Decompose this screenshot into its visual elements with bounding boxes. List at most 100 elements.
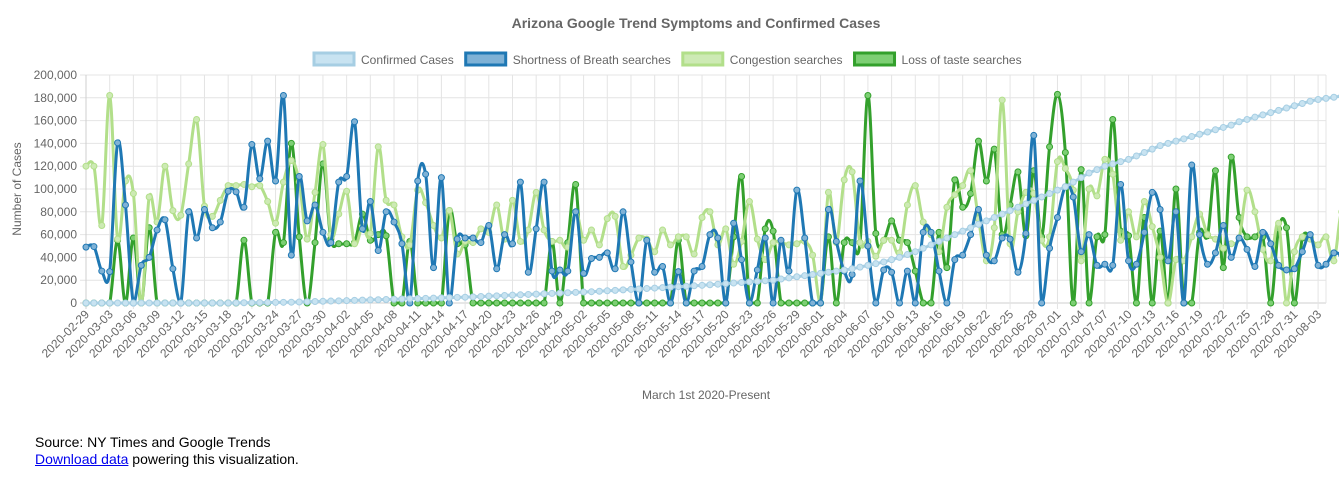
data-point bbox=[848, 271, 856, 278]
data-point bbox=[335, 178, 343, 186]
data-point bbox=[1322, 260, 1330, 268]
data-point bbox=[793, 299, 801, 307]
data-point bbox=[256, 299, 264, 307]
data-point bbox=[240, 203, 248, 211]
data-point bbox=[627, 258, 635, 266]
data-point bbox=[287, 298, 295, 306]
data-point bbox=[343, 187, 351, 195]
data-point bbox=[1109, 261, 1117, 269]
data-point bbox=[998, 96, 1006, 104]
data-point bbox=[1053, 90, 1061, 98]
data-point bbox=[493, 201, 501, 209]
download-line: Download data powering this visualizatio… bbox=[35, 451, 299, 468]
data-point bbox=[398, 295, 406, 303]
data-point bbox=[753, 235, 761, 243]
data-point bbox=[366, 296, 374, 304]
y-tick-label: 140,000 bbox=[34, 136, 78, 150]
data-point bbox=[185, 160, 193, 168]
x-axis-label: March 1st 2020-Present bbox=[642, 388, 771, 402]
data-point bbox=[1172, 185, 1180, 193]
data-point bbox=[1219, 221, 1227, 229]
data-point bbox=[406, 241, 414, 249]
data-point bbox=[445, 294, 453, 302]
data-point bbox=[319, 297, 327, 305]
data-point bbox=[864, 242, 872, 250]
y-tick-label: 60,000 bbox=[40, 228, 77, 242]
data-point bbox=[272, 219, 280, 227]
data-point bbox=[690, 282, 698, 290]
y-tick-label: 160,000 bbox=[34, 114, 78, 128]
data-point bbox=[1093, 166, 1101, 174]
data-point bbox=[137, 261, 145, 269]
data-point bbox=[272, 298, 280, 306]
data-point bbox=[556, 289, 564, 297]
legend-swatch bbox=[853, 51, 897, 67]
data-point bbox=[501, 299, 509, 307]
data-point bbox=[509, 291, 516, 299]
data-point bbox=[690, 267, 698, 275]
data-point bbox=[200, 206, 208, 214]
data-point bbox=[121, 299, 129, 307]
data-point bbox=[698, 299, 706, 307]
data-point bbox=[564, 289, 572, 297]
data-point bbox=[358, 225, 366, 233]
data-point bbox=[406, 295, 414, 303]
data-point bbox=[208, 224, 216, 232]
data-point bbox=[516, 178, 524, 186]
data-point bbox=[824, 206, 832, 214]
download-line-rest: powering this visualization. bbox=[128, 451, 299, 467]
data-point bbox=[366, 198, 374, 206]
legend-item: Congestion searches bbox=[681, 51, 843, 67]
data-point bbox=[611, 299, 619, 307]
data-point bbox=[761, 277, 769, 285]
data-point bbox=[193, 115, 201, 123]
data-point bbox=[1030, 131, 1038, 139]
data-point bbox=[1219, 123, 1227, 131]
data-point bbox=[888, 217, 896, 225]
data-point bbox=[1148, 299, 1156, 307]
data-point bbox=[303, 298, 311, 306]
data-point bbox=[572, 208, 580, 216]
data-point bbox=[595, 253, 603, 261]
data-point bbox=[1077, 257, 1085, 265]
data-point bbox=[106, 92, 114, 100]
data-point bbox=[651, 248, 659, 256]
data-point bbox=[1251, 113, 1259, 121]
data-point bbox=[540, 290, 548, 298]
data-point bbox=[335, 210, 343, 218]
data-point bbox=[1140, 228, 1148, 236]
data-point bbox=[714, 234, 722, 242]
data-point bbox=[1014, 168, 1022, 176]
data-point bbox=[777, 275, 785, 283]
data-point bbox=[785, 267, 793, 275]
data-point bbox=[1061, 149, 1069, 157]
data-point bbox=[1030, 196, 1038, 204]
y-tick-label: 80,000 bbox=[40, 205, 77, 219]
data-point bbox=[572, 180, 580, 188]
data-point bbox=[382, 196, 390, 204]
data-point bbox=[801, 234, 809, 242]
data-point bbox=[911, 299, 919, 307]
data-point bbox=[106, 299, 114, 307]
data-point bbox=[556, 299, 564, 307]
data-point bbox=[580, 236, 588, 244]
data-point bbox=[1235, 234, 1243, 242]
data-point bbox=[1188, 233, 1196, 241]
data-point bbox=[832, 267, 840, 275]
data-point bbox=[98, 267, 106, 275]
data-point bbox=[1061, 164, 1069, 172]
data-point bbox=[856, 263, 864, 271]
data-point bbox=[129, 299, 137, 307]
data-point bbox=[595, 287, 603, 295]
download-data-link[interactable]: Download data bbox=[35, 451, 129, 467]
data-point bbox=[982, 177, 990, 185]
data-point bbox=[1204, 260, 1212, 268]
data-point bbox=[169, 265, 177, 273]
data-point bbox=[1093, 192, 1101, 200]
legend-swatch bbox=[681, 51, 725, 67]
data-point bbox=[1267, 109, 1275, 117]
data-point bbox=[264, 198, 272, 206]
data-point bbox=[1125, 257, 1133, 265]
legend-swatch bbox=[464, 51, 508, 67]
data-point bbox=[674, 268, 682, 276]
